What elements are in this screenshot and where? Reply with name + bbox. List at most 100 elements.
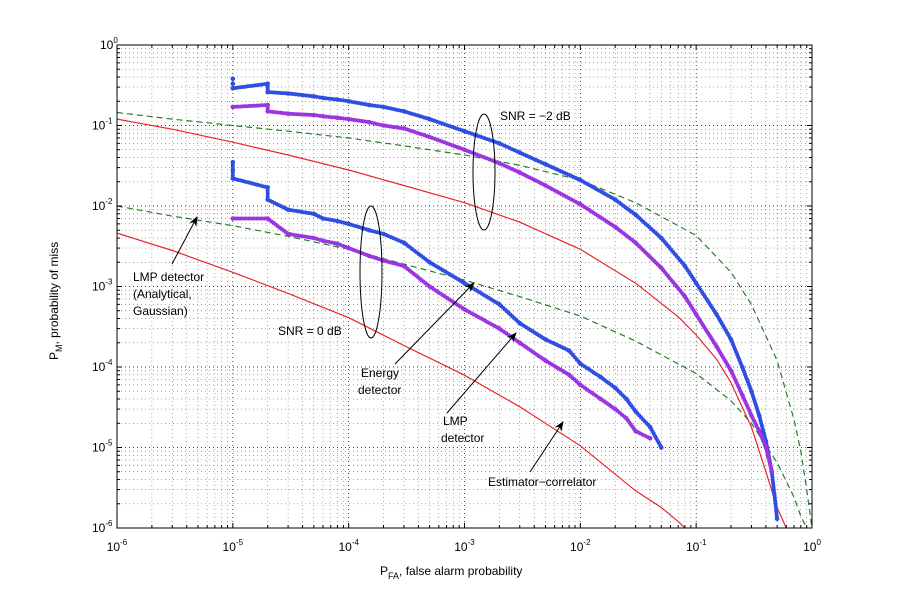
y-tick-label: 10-1 [92, 117, 113, 133]
lmp-detector-label-1: LMP [443, 414, 468, 428]
snr-0-label: SNR = 0 dB [278, 324, 342, 338]
detector-series-0-point [381, 104, 386, 110]
detector-series-1-point [366, 119, 372, 125]
detector-series-0-point [497, 141, 502, 146]
detector-series-2-point [311, 211, 317, 217]
detector-series-0-point [335, 97, 340, 102]
detector-series-2-trace-dot [265, 188, 270, 193]
detector-series-0-point [230, 86, 236, 91]
detector-series-2-point [427, 260, 432, 265]
estimator-correlator-label: Estimator−correlator [488, 475, 596, 489]
detector-series-2-point [543, 337, 548, 342]
detector-series-0-trace-dot [326, 96, 331, 101]
detector-series-0-point [230, 76, 236, 82]
estimator-correlator-arrow [529, 421, 564, 473]
detector-series-0-point [401, 109, 407, 114]
detector-series-2-point [230, 176, 236, 181]
detector-series-0-point [659, 235, 664, 241]
detector-series-3-point [366, 253, 372, 259]
detector-series-0-point [265, 81, 271, 87]
lmp-analytical-curve-2 [117, 111, 812, 528]
x-tick-label: 10-3 [454, 538, 475, 554]
detector-series-3-point [624, 416, 629, 421]
detector-series-2-point [401, 240, 407, 245]
detector-series-3-point [311, 235, 317, 241]
detector-series-0-point [311, 94, 317, 99]
detector-series-1-point [381, 123, 386, 128]
detector-series-3-point [598, 396, 603, 402]
detector-series-0-point [230, 81, 236, 87]
detector-series-1-point [427, 134, 432, 140]
estimator-correlator-curve-0 [117, 118, 787, 528]
detector-series-0-point [427, 116, 432, 122]
detector-series-3-point [612, 406, 618, 412]
detector-series-0-point [543, 162, 548, 167]
snr-0-ellipse [359, 205, 383, 339]
detector-series-1-point [612, 224, 618, 230]
y-tick-label: 10-5 [92, 439, 113, 455]
detector-series-1-point [285, 111, 291, 116]
snr-m2-label: SNR = −2 dB [500, 109, 571, 123]
detector-series-0-point [774, 516, 780, 522]
detector-series-2-point [624, 396, 629, 402]
detector-series-1-point [659, 265, 664, 271]
detector-series-3-point [285, 231, 291, 237]
detector-series-0-point [320, 95, 326, 101]
detector-series-2-point [381, 231, 386, 237]
x-tick-label: 10-2 [570, 538, 591, 554]
detector-series-3-point [517, 340, 523, 346]
detector-series-2-point [285, 207, 291, 212]
detector-series-1-point [497, 160, 502, 166]
detector-series-2-trace-dot [265, 191, 270, 196]
detector-series-3-point [427, 284, 432, 289]
detector-series-1-point [543, 183, 548, 188]
detector-series-2-point [346, 221, 352, 227]
x-tick-label: 10-4 [338, 538, 359, 554]
lmp-analytical-arrow [171, 216, 198, 265]
detector-series-0-point [366, 102, 372, 108]
detector-series-2-point [366, 227, 372, 233]
detector-series-0-point [693, 280, 699, 286]
detector-series-0-point [578, 177, 583, 183]
detector-series-1-point [714, 344, 719, 349]
detector-series-1-point [682, 294, 688, 299]
detector-series-1-point [756, 428, 762, 434]
detector-series-1-point [401, 126, 407, 131]
detector-series-1-point [462, 147, 467, 152]
y-tick-label: 10-2 [92, 197, 113, 213]
detector-series-3-point [462, 307, 467, 312]
detector-series-2-point [633, 409, 638, 414]
detector-series-1-point [749, 413, 754, 418]
detector-series-1-point [633, 240, 638, 245]
detector-series-0-point [517, 150, 523, 155]
detector-series-0-point [714, 312, 719, 317]
lmp-detector-label-2: detector [441, 431, 484, 445]
detector-series-1-point [578, 202, 583, 207]
detector-series-3-point [633, 428, 638, 434]
x-tick-label: 100 [803, 538, 821, 554]
detector-series-3-point [543, 358, 548, 363]
detector-series-0-point [728, 337, 734, 342]
lmp-analytical-label-2: (Analytical, [133, 287, 192, 301]
detector-series-2-point [230, 159, 236, 165]
detector-series-3-point [335, 241, 340, 246]
detector-series-1-point [728, 368, 734, 374]
detector-series-2-point [335, 218, 340, 224]
simulated-points [230, 76, 780, 522]
energy-detector-label-1: Energy [361, 366, 399, 380]
detector-series-2-point [598, 374, 603, 380]
energy-detector-arrow [394, 282, 475, 365]
lmp-analytical-curve-3 [117, 205, 808, 528]
detector-series-0-point [740, 364, 745, 370]
detector-series-2-point [566, 348, 572, 353]
detector-series-0-point [756, 413, 762, 418]
detector-series-0-point [285, 91, 291, 96]
y-tick-labels: 10-6 10-5 10-4 10-3 10-2 10-1 100 [92, 36, 118, 535]
detector-series-3-point [566, 372, 572, 378]
detector-series-3-point [647, 436, 653, 441]
detector-series-0-point [633, 212, 638, 217]
y-tick-label: 10-3 [92, 278, 113, 294]
annotations: SNR = −2 dB SNR = 0 dB LMP detector (Ana… [133, 109, 596, 489]
detector-series-1-point [230, 104, 236, 110]
